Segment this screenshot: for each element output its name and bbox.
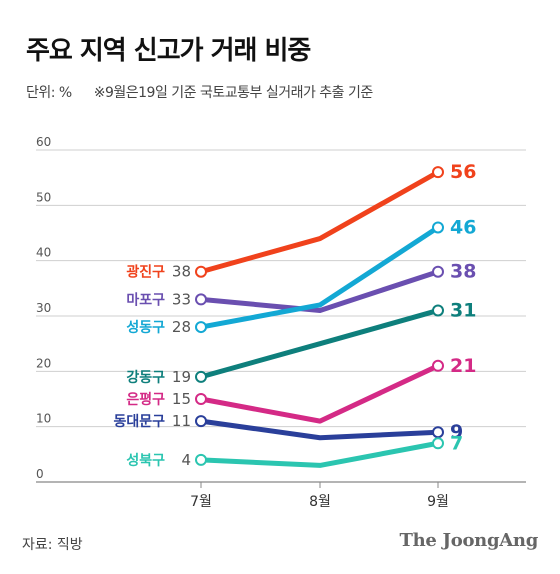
data-point (195, 453, 207, 466)
data-point (432, 221, 444, 234)
end-value-label: 9 (450, 421, 463, 443)
source-note: ※9월은19일 기준 국토교통부 실거래가 추출 기준 (93, 85, 374, 101)
start-value-label: 33 (172, 290, 191, 308)
data-point (195, 415, 207, 428)
start-value-label: 38 (172, 263, 191, 281)
series-line (198, 418, 441, 441)
series-line (198, 440, 441, 468)
y-tick-label: 50 (36, 190, 51, 204)
y-tick-label: 40 (36, 246, 51, 260)
series-line (198, 169, 441, 275)
data-source: 자료: 직방 (22, 537, 83, 553)
end-value-label: 56 (450, 161, 476, 183)
chart-subtitle: 단위: % ※9월은19일 기준 국토교통부 실거래가 추출 기준 (26, 82, 373, 102)
start-value-label: 15 (172, 390, 191, 408)
start-value-label: 4 (181, 451, 191, 469)
data-point (432, 265, 444, 278)
data-point (195, 393, 207, 405)
series-name-label: 강동구 (126, 369, 165, 386)
x-tick-label: 9월 (427, 494, 449, 510)
end-value-label: 38 (450, 261, 476, 283)
end-value-label: 21 (450, 355, 476, 377)
series-name-label: 은평구 (126, 391, 165, 408)
end-value-label: 46 (450, 216, 476, 238)
start-value-label: 11 (172, 412, 191, 430)
data-point (432, 166, 444, 179)
series-line (198, 307, 441, 380)
start-value-label: 28 (172, 318, 191, 336)
end-value-label: 7 (450, 432, 463, 454)
series-line (198, 224, 441, 330)
series-name-label: 동대문구 (113, 414, 165, 430)
data-point (195, 321, 207, 334)
x-tick-label: 7월 (190, 494, 212, 510)
series-line (198, 269, 441, 313)
chart-title: 주요 지역 신고가 거래 비중 (26, 36, 311, 66)
data-point (432, 437, 444, 450)
publisher-logo: The JoongAng (399, 530, 539, 551)
end-value-label: 31 (450, 299, 476, 321)
y-tick-label: 10 (36, 412, 51, 426)
data-point (195, 293, 207, 306)
x-tick-label: 8월 (309, 494, 331, 510)
y-tick-label: 0 (36, 467, 44, 481)
y-tick-label: 30 (36, 301, 51, 315)
unit-label: 단위: % (26, 85, 72, 101)
y-tick-label: 60 (36, 135, 51, 149)
series-name-label: 성북구 (126, 453, 165, 469)
data-point (195, 265, 207, 278)
data-point (432, 426, 444, 439)
series-line (198, 363, 441, 424)
series-name-label: 성동구 (126, 320, 165, 336)
data-point (432, 359, 444, 372)
start-value-label: 19 (172, 368, 191, 386)
data-point (195, 370, 207, 383)
data-point (432, 304, 444, 317)
series-name-label: 마포구 (126, 292, 165, 308)
series-name-label: 광진구 (126, 264, 165, 281)
y-tick-label: 20 (36, 356, 51, 370)
